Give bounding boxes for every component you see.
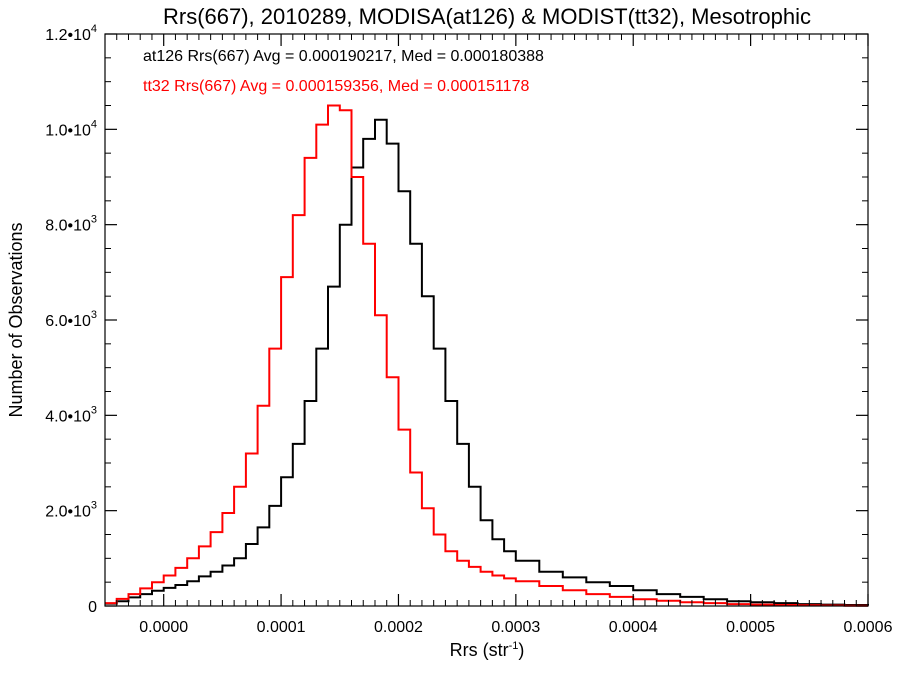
series-1-histogram <box>105 104 868 607</box>
x-axis-label-base: Rrs (str <box>450 640 509 660</box>
y-tick-label: 2.0•103 <box>45 500 97 521</box>
x-tick-label: 0.0002 <box>374 619 423 636</box>
y-axis-label: Number of Observations <box>6 222 26 417</box>
x-axis-label-sup: -1 <box>509 640 519 652</box>
x-axis-label-close: ) <box>518 640 524 660</box>
x-tick-label: 0.0001 <box>257 619 306 636</box>
tick-layer: 0.0000 0.0001 0.0002 0.0003 0.0004 0.0005 0.00… <box>45 23 892 636</box>
chart-title: Rrs(667), 2010289, MODISA(at126) & MODIS… <box>163 4 811 29</box>
x-tick-label: 0.0006 <box>844 619 893 636</box>
y-tick-label: 1.2•104 <box>45 23 97 44</box>
series-layer <box>105 104 869 607</box>
y-tick-label: 4.0•103 <box>45 404 97 425</box>
y-tick-label: 1.0•104 <box>45 118 97 139</box>
x-tick-label: 0.0003 <box>491 619 540 636</box>
x-axis-label: Rrs (str-1) <box>450 640 525 660</box>
y-tick-label: 8.0•103 <box>45 214 97 235</box>
annotation-at126: at126 Rrs(667) Avg = 0.000190217, Med = … <box>143 48 544 65</box>
x-tick-label: 0.0005 <box>726 619 775 636</box>
x-tick-label: 0.0000 <box>139 619 188 636</box>
annotation-tt32: tt32 Rrs(667) Avg = 0.000159356, Med = 0… <box>143 78 529 95</box>
x-tick-label: 0.0004 <box>609 619 658 636</box>
series-0-histogram <box>105 118 869 606</box>
y-tick-label: 0 <box>88 599 97 616</box>
y-tick-label: 6.0•103 <box>45 309 97 330</box>
